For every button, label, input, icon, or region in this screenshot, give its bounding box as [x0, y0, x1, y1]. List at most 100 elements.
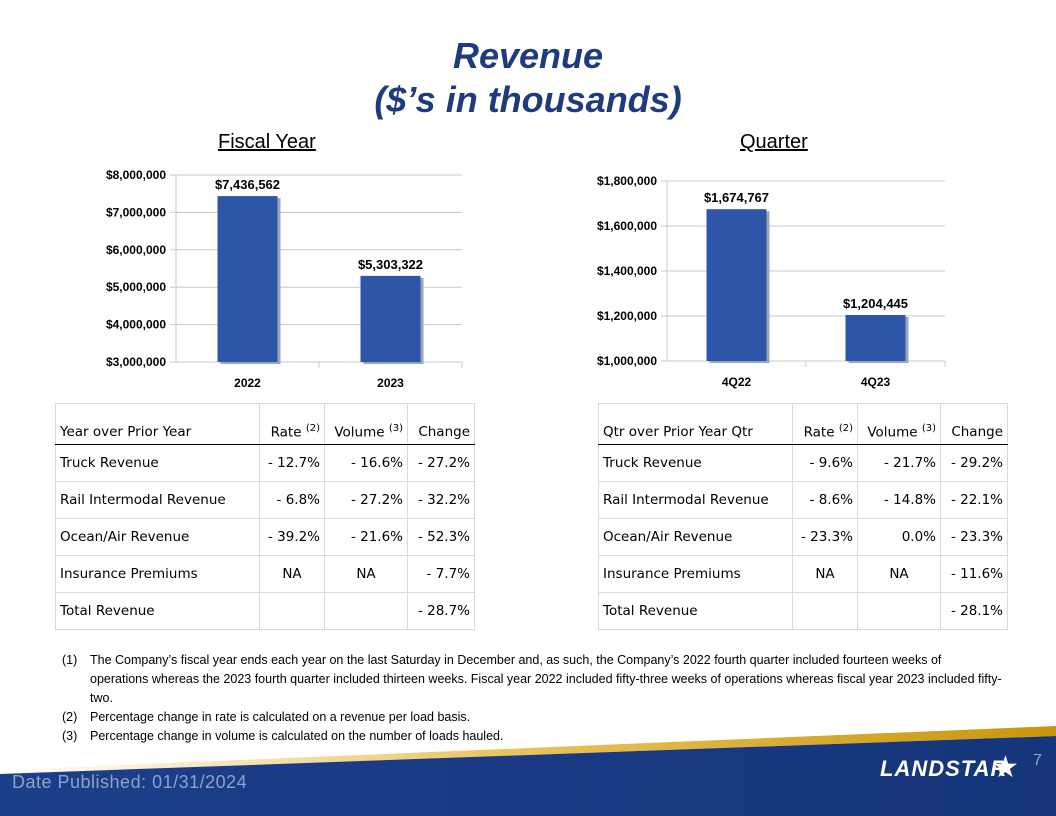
y-tick-label: $6,000,000 — [106, 243, 166, 257]
y-tick-label: $5,000,000 — [106, 280, 166, 294]
volume-cell: - 27.2% — [324, 481, 408, 519]
table-row: Ocean/Air Revenue - 39.2% - 21.6% - 52.3… — [55, 518, 475, 556]
data-label: $7,436,562 — [215, 177, 280, 192]
volume-cell: 0.0% — [857, 518, 941, 556]
footnotes: (1) The Company’s fiscal year ends each y… — [62, 651, 1002, 746]
table-row: Truck Revenue - 9.6% - 21.7% - 29.2% — [598, 444, 1008, 482]
volume-cell: - 16.6% — [324, 444, 408, 482]
table-row: Truck Revenue - 12.7% - 16.6% - 27.2% — [55, 444, 475, 482]
bar — [360, 275, 421, 362]
change-cell: - 7.7% — [407, 555, 475, 593]
table-header-row: Year over Prior Year Rate (2) Volume (3)… — [55, 403, 475, 445]
fiscal-year-label: Fiscal Year — [218, 131, 316, 153]
change-cell: - 29.2% — [940, 444, 1008, 482]
row-label: Ocean/Air Revenue — [55, 518, 260, 556]
rate-cell: - 23.3% — [792, 518, 858, 556]
row-label: Ocean/Air Revenue — [598, 518, 793, 556]
quarter-label: Quarter — [740, 131, 808, 153]
row-label: Truck Revenue — [598, 444, 793, 482]
table-row: Ocean/Air Revenue - 23.3% 0.0% - 23.3% — [598, 518, 1008, 556]
quarter-over-quarter-table: Qtr over Prior Year Qtr Rate (2) Volume … — [598, 403, 1008, 630]
page-title: Revenue — [452, 35, 604, 76]
row-label: Total Revenue — [598, 592, 793, 630]
volume-cell: - 21.6% — [324, 518, 408, 556]
row-label: Insurance Premiums — [55, 555, 260, 593]
header-cell: Rate (2) — [792, 403, 858, 445]
change-cell: - 32.2% — [407, 481, 475, 519]
change-cell: - 11.6% — [940, 555, 1008, 593]
x-tick-label: 4Q22 — [722, 375, 752, 389]
y-tick-label: $1,200,000 — [597, 309, 657, 323]
bar — [706, 209, 767, 361]
header-cell: Change — [407, 403, 475, 445]
table-row: Insurance Premiums NA NA - 11.6% — [598, 555, 1008, 593]
table-row: Total Revenue - 28.1% — [598, 592, 1008, 630]
y-tick-label: $1,600,000 — [597, 219, 657, 233]
rate-cell: - 6.8% — [259, 481, 325, 519]
year-over-year-table: Year over Prior Year Rate (2) Volume (3)… — [55, 403, 475, 630]
date-published: Date Published: 01/31/2024 — [12, 772, 248, 792]
header-cell: Qtr over Prior Year Qtr — [598, 403, 793, 445]
footnote: (3) Percentage change in volume is calcul… — [62, 729, 504, 743]
volume-cell: NA — [324, 555, 408, 593]
y-tick-label: $4,000,000 — [106, 318, 166, 332]
landstar-logo: LANDSTAR — [880, 756, 1008, 781]
rate-cell — [792, 592, 858, 630]
header-cell: Volume (3) — [324, 403, 408, 445]
y-tick-label: $8,000,000 — [106, 168, 166, 182]
table-row: Rail Intermodal Revenue - 8.6% - 14.8% -… — [598, 481, 1008, 519]
row-label: Insurance Premiums — [598, 555, 793, 593]
footer-band — [0, 726, 1056, 816]
bar — [217, 196, 278, 362]
table-row: Total Revenue - 28.7% — [55, 592, 475, 630]
fiscal-year-chart: $3,000,000 $4,000,000 $5,000,000 $6,000,000… — [106, 168, 463, 390]
rate-cell: - 12.7% — [259, 444, 325, 482]
rate-cell: - 39.2% — [259, 518, 325, 556]
header-cell: Change — [940, 403, 1008, 445]
x-tick-label: 4Q23 — [861, 375, 891, 389]
y-tick-label: $7,000,000 — [106, 205, 166, 219]
header-cell: Volume (3) — [857, 403, 941, 445]
change-cell: - 28.1% — [940, 592, 1008, 630]
row-label: Rail Intermodal Revenue — [598, 481, 793, 519]
footnote: (2) Percentage change in rate is calculat… — [62, 710, 471, 724]
change-cell: - 23.3% — [940, 518, 1008, 556]
x-tick-label: 2022 — [234, 376, 261, 390]
volume-cell: - 21.7% — [857, 444, 941, 482]
y-tick-label: $3,000,000 — [106, 355, 166, 369]
rate-cell — [259, 592, 325, 630]
rate-cell: NA — [259, 555, 325, 593]
volume-cell: - 14.8% — [857, 481, 941, 519]
volume-cell — [857, 592, 941, 630]
change-cell: - 22.1% — [940, 481, 1008, 519]
rate-cell: - 9.6% — [792, 444, 858, 482]
quarter-chart: $1,000,000 $1,200,000 $1,400,000 $1,600,000… — [597, 174, 946, 389]
row-label: Total Revenue — [55, 592, 260, 630]
header-cell: Rate (2) — [259, 403, 325, 445]
rate-cell: NA — [792, 555, 858, 593]
table-header-row: Qtr over Prior Year Qtr Rate (2) Volume … — [598, 403, 1008, 445]
data-label: $5,303,322 — [358, 257, 423, 272]
rate-cell: - 8.6% — [792, 481, 858, 519]
y-tick-label: $1,800,000 — [597, 174, 657, 188]
change-cell: - 27.2% — [407, 444, 475, 482]
page-subtitle: ($’s in thousands) — [374, 79, 682, 120]
table-row: Insurance Premiums NA NA - 7.7% — [55, 555, 475, 593]
table-row: Rail Intermodal Revenue - 6.8% - 27.2% -… — [55, 481, 475, 519]
bar — [845, 314, 906, 361]
row-label: Rail Intermodal Revenue — [55, 481, 260, 519]
volume-cell — [324, 592, 408, 630]
page-number: 7 — [1033, 752, 1042, 769]
data-label: $1,674,767 — [704, 190, 769, 205]
header-cell: Year over Prior Year — [55, 403, 260, 445]
x-tick-label: 2023 — [377, 376, 404, 390]
star-icon: ★ — [992, 751, 1019, 784]
volume-cell: NA — [857, 555, 941, 593]
change-cell: - 52.3% — [407, 518, 475, 556]
data-label: $1,204,445 — [843, 296, 908, 311]
footnote: (1) The Company’s fiscal year ends each y… — [62, 653, 1002, 705]
y-tick-label: $1,000,000 — [597, 354, 657, 368]
change-cell: - 28.7% — [407, 592, 475, 630]
y-tick-label: $1,400,000 — [597, 264, 657, 278]
row-label: Truck Revenue — [55, 444, 260, 482]
